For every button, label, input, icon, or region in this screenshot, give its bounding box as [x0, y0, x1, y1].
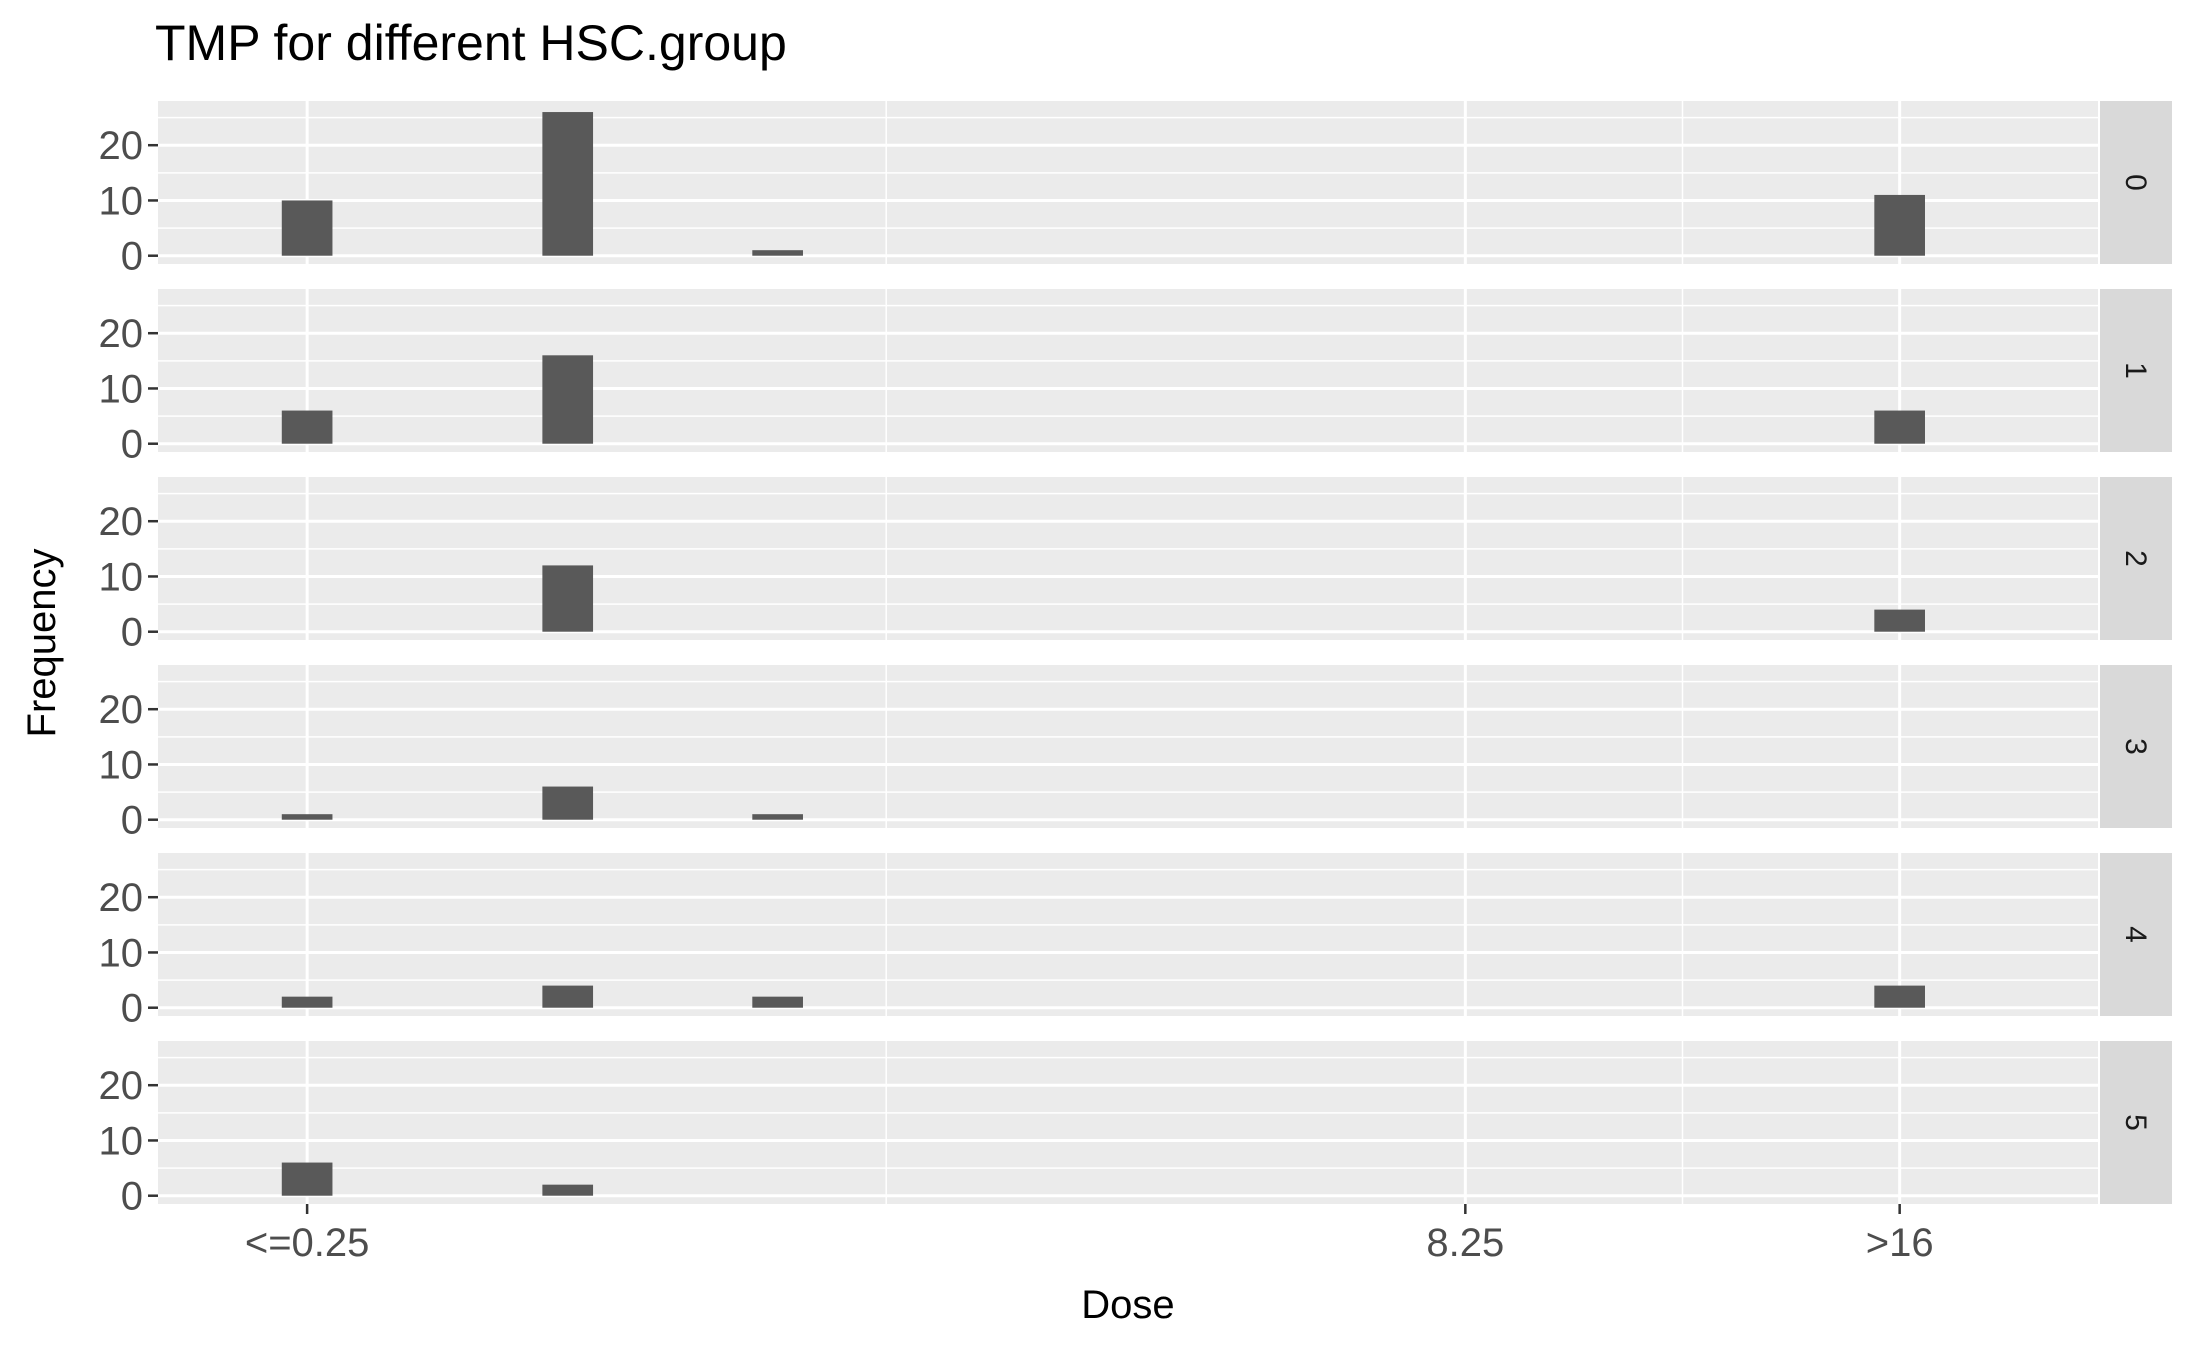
y-tick-label: 0 [121, 987, 143, 1031]
y-tick-label: 10 [99, 555, 144, 599]
bar-facet-0-0 [281, 200, 333, 256]
y-tick-label: 20 [99, 124, 144, 168]
bar-facet-5-1 [542, 1184, 594, 1196]
panel-background [158, 101, 2098, 264]
y-tick-label: 20 [99, 876, 144, 920]
bar-facet-4-0 [281, 996, 333, 1008]
bar-facet-1-3 [1874, 410, 1925, 444]
x-axis-label: Dose [1081, 1283, 1174, 1327]
facet-strip-label: 0 [2119, 174, 2152, 191]
panel-background [158, 1041, 2098, 1204]
y-tick-label: 0 [121, 423, 143, 467]
facet-strip-label: 2 [2119, 550, 2152, 567]
panel-background [158, 665, 2098, 828]
facet-panel-0: 0 10 20 0 [99, 101, 2172, 279]
bar-facet-0-2 [752, 250, 803, 256]
bar-facet-5-0 [281, 1162, 333, 1196]
bar-facet-3-1 [542, 786, 594, 820]
bar-facet-2-1 [542, 565, 594, 632]
panel-background [158, 853, 2098, 1016]
y-tick-label: 0 [121, 235, 143, 279]
facet-strip [2100, 665, 2172, 828]
facet-strip-label: 4 [2119, 926, 2152, 943]
facet-panel-3: 0 10 20 3 [99, 665, 2172, 843]
y-tick-label: 10 [99, 1119, 144, 1163]
y-tick-label: 10 [99, 179, 144, 223]
bar-facet-1-0 [281, 410, 333, 444]
y-axis-label: Frequency [20, 549, 64, 738]
facet-strip-label: 5 [2119, 1114, 2152, 1131]
facet-panel-4: 0 10 20 4 [99, 853, 2172, 1031]
y-tick-label: 0 [121, 799, 143, 843]
facet-strip [2100, 101, 2172, 264]
facet-strip [2100, 1041, 2172, 1204]
y-tick-label: 10 [99, 931, 144, 975]
y-tick-label: 20 [99, 312, 144, 356]
bar-facet-4-2 [752, 996, 803, 1008]
bar-facet-3-0 [281, 814, 333, 820]
y-tick-label: 0 [121, 1175, 143, 1219]
facet-strip [2100, 853, 2172, 1016]
bar-facet-1-1 [542, 355, 594, 444]
facet-strip [2100, 289, 2172, 452]
bar-facet-2-3 [1874, 609, 1925, 632]
y-tick-label: 0 [121, 611, 143, 655]
bar-facet-4-1 [542, 985, 594, 1008]
y-tick-label: 10 [99, 367, 144, 411]
bar-facet-0-3 [1874, 194, 1925, 256]
y-tick-label: 20 [99, 688, 144, 732]
facet-strip-label: 3 [2119, 738, 2152, 755]
x-tick-label: <=0.25 [245, 1221, 370, 1265]
facet-strip [2100, 477, 2172, 640]
panel-background [158, 289, 2098, 452]
bar-facet-0-1 [542, 112, 594, 256]
bar-facet-3-2 [752, 814, 803, 820]
facet-panel-5: 0 10 20 5 [99, 1041, 2172, 1219]
x-tick-label: >16 [1866, 1221, 1934, 1265]
y-tick-label: 10 [99, 743, 144, 787]
facet-panel-1: 0 10 20 1 [99, 289, 2172, 467]
x-tick-label: 8.25 [1426, 1221, 1504, 1265]
facet-strip-label: 1 [2119, 362, 2152, 379]
y-tick-label: 20 [99, 500, 144, 544]
panel-background [158, 477, 2098, 640]
x-axis: <=0.25 8.25 >16 [245, 1204, 1934, 1265]
y-tick-label: 20 [99, 1064, 144, 1108]
facet-panel-2: 0 10 20 2 [99, 477, 2172, 655]
bar-facet-4-3 [1874, 985, 1925, 1008]
chart-title: TMP for different HSC.group [155, 15, 787, 71]
